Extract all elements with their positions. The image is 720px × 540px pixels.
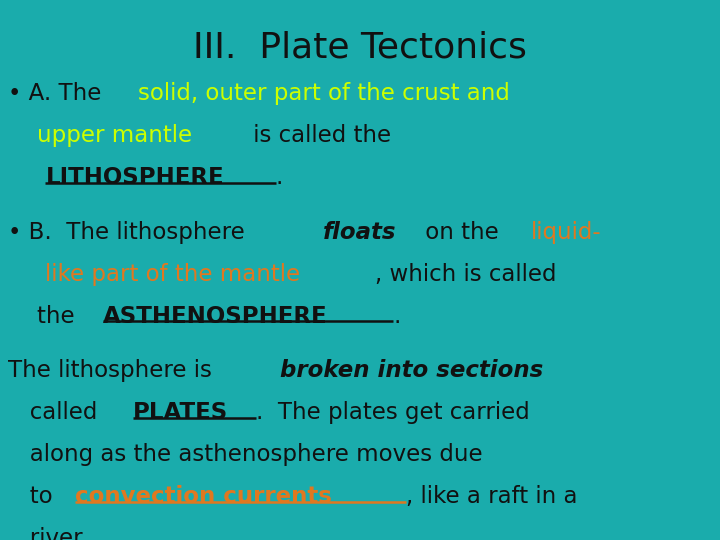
- Text: PLATES: PLATES: [132, 401, 228, 424]
- Text: III.  Plate Tectonics: III. Plate Tectonics: [193, 30, 527, 64]
- Text: The lithosphere is: The lithosphere is: [8, 359, 219, 382]
- Text: LITHOSPHERE: LITHOSPHERE: [45, 166, 224, 189]
- Text: • B.  The lithosphere: • B. The lithosphere: [8, 221, 252, 244]
- Text: , like a raft in a: , like a raft in a: [406, 485, 578, 508]
- Text: floats: floats: [323, 221, 396, 244]
- Text: on the: on the: [418, 221, 505, 244]
- Text: .: .: [393, 305, 400, 328]
- Text: to: to: [8, 485, 60, 508]
- Text: , which is called: , which is called: [374, 262, 556, 286]
- Text: upper mantle: upper mantle: [8, 124, 192, 147]
- Text: solid, outer part of the crust and: solid, outer part of the crust and: [138, 82, 510, 105]
- Text: like part of the mantle: like part of the mantle: [45, 262, 300, 286]
- Text: .: .: [276, 166, 283, 189]
- Text: called: called: [8, 401, 104, 424]
- Text: broken into sections: broken into sections: [280, 359, 544, 382]
- Text: .  The plates get carried: . The plates get carried: [256, 401, 529, 424]
- Text: • A. The: • A. The: [8, 82, 109, 105]
- Text: convection currents: convection currents: [75, 485, 332, 508]
- Text: the: the: [8, 305, 82, 328]
- Text: river.: river.: [8, 527, 88, 540]
- Text: is called the: is called the: [246, 124, 391, 147]
- Text: liquid-: liquid-: [531, 221, 602, 244]
- Text: ASTHENOSPHERE: ASTHENOSPHERE: [104, 305, 328, 328]
- Text: along as the asthenosphere moves due: along as the asthenosphere moves due: [8, 443, 482, 466]
